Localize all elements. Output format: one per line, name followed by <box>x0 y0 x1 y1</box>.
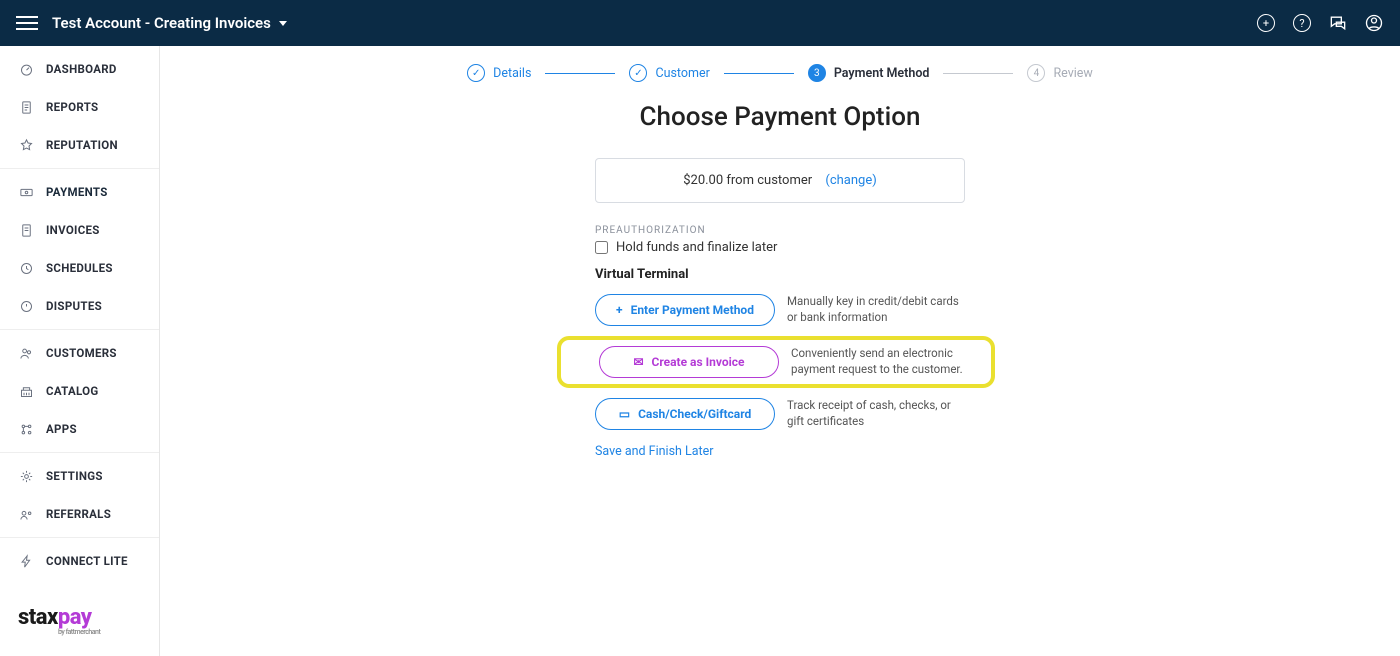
sidebar-item-referrals[interactable]: REFERRALS <box>0 495 159 533</box>
sidebar-item-label: REFERRALS <box>46 507 111 521</box>
sidebar-item-label: DASHBOARD <box>46 62 117 76</box>
cash-check-giftcard-button[interactable]: ▭ Cash/Check/Giftcard <box>595 398 775 430</box>
invoice-icon <box>18 222 34 238</box>
users-icon <box>18 345 34 361</box>
sidebar-item-label: SETTINGS <box>46 469 103 483</box>
catalog-icon <box>18 383 34 399</box>
save-finish-later-link[interactable]: Save and Finish Later <box>595 444 714 459</box>
sidebar-item-label: APPS <box>46 422 77 436</box>
chevron-down-icon[interactable] <box>279 21 287 26</box>
preauth-section-label: PREAUTHORIZATION <box>595 225 965 236</box>
sidebar-item-label: PAYMENTS <box>46 185 108 199</box>
sidebar-item-customers[interactable]: CUSTOMERS <box>0 334 159 372</box>
chat-icon[interactable] <box>1328 13 1348 33</box>
option-desc: Manually key in credit/debit cards or ba… <box>787 294 965 325</box>
step-number: 3 <box>808 64 826 82</box>
step-number: 4 <box>1027 64 1045 82</box>
add-icon[interactable]: + <box>1256 13 1276 33</box>
sidebar-item-dashboard[interactable]: DASHBOARD <box>0 50 159 88</box>
step-details[interactable]: ✓ Details <box>467 64 531 82</box>
sidebar-item-reputation[interactable]: REPUTATION <box>0 126 159 164</box>
sidebar-item-label: REPUTATION <box>46 138 118 152</box>
sidebar-item-catalog[interactable]: CATALOG <box>0 372 159 410</box>
preauth-checkbox-row[interactable]: Hold funds and finalize later <box>595 240 965 255</box>
lightning-icon <box>18 553 34 569</box>
highlighted-option: ✉ Create as Invoice Conveniently send an… <box>557 336 995 388</box>
step-payment-method[interactable]: 3 Payment Method <box>808 64 930 82</box>
option-desc: Conveniently send an electronic payment … <box>791 346 983 377</box>
profile-icon[interactable] <box>1364 13 1384 33</box>
change-amount-link[interactable]: (change) <box>825 173 876 188</box>
option-desc: Track receipt of cash, checks, or gift c… <box>787 398 965 429</box>
sidebar-item-label: CONNECT LITE <box>46 554 128 568</box>
topbar: Test Account - Creating Invoices + ? <box>0 0 1400 46</box>
option-create-invoice: ✉ Create as Invoice Conveniently send an… <box>599 346 983 378</box>
sidebar-item-payments[interactable]: PAYMENTS <box>0 173 159 211</box>
gauge-icon <box>18 61 34 77</box>
brand-logo: staxpay by fattmerchant <box>0 591 159 656</box>
sidebar-item-label: DISPUTES <box>46 299 102 313</box>
main-content: ✓ Details ✓ Customer 3 Payment Method 4 … <box>160 46 1400 656</box>
progress-stepper: ✓ Details ✓ Customer 3 Payment Method 4 … <box>200 64 1360 82</box>
enter-payment-method-button[interactable]: + Enter Payment Method <box>595 294 775 326</box>
option-cash-check-giftcard: ▭ Cash/Check/Giftcard Track receipt of c… <box>595 398 965 430</box>
sidebar-item-disputes[interactable]: DISPUTES <box>0 287 159 325</box>
sidebar-item-schedules[interactable]: SCHEDULES <box>0 249 159 287</box>
step-customer[interactable]: ✓ Customer <box>629 64 709 82</box>
gear-icon <box>18 468 34 484</box>
referrals-icon <box>18 506 34 522</box>
create-as-invoice-button[interactable]: ✉ Create as Invoice <box>599 346 779 378</box>
sidebar-item-reports[interactable]: REPORTS <box>0 88 159 126</box>
topbar-actions: + ? <box>1256 13 1384 33</box>
help-icon[interactable]: ? <box>1292 13 1312 33</box>
clock-icon <box>18 260 34 276</box>
cash-icon: ▭ <box>619 407 630 421</box>
sidebar-item-settings[interactable]: SETTINGS <box>0 457 159 495</box>
preauth-checkbox[interactable] <box>595 241 608 254</box>
step-review[interactable]: 4 Review <box>1027 64 1092 82</box>
sidebar-item-invoices[interactable]: INVOICES <box>0 211 159 249</box>
account-title[interactable]: Test Account - Creating Invoices <box>52 14 271 32</box>
sidebar-item-label: CUSTOMERS <box>46 346 117 360</box>
cash-icon <box>18 184 34 200</box>
document-icon <box>18 99 34 115</box>
check-icon: ✓ <box>629 64 647 82</box>
alert-icon <box>18 298 34 314</box>
send-icon: ✉ <box>633 355 643 369</box>
amount-summary: $20.00 from customer (change) <box>595 158 965 203</box>
amount-text: $20.00 from customer <box>683 173 812 188</box>
sidebar-item-label: INVOICES <box>46 223 100 237</box>
option-enter-payment-method: + Enter Payment Method Manually key in c… <box>595 294 965 326</box>
sidebar: DASHBOARD REPORTS REPUTATION PAYMENTS IN… <box>0 46 160 656</box>
preauth-label: Hold funds and finalize later <box>616 240 777 255</box>
hamburger-menu-icon[interactable] <box>16 12 38 34</box>
check-icon: ✓ <box>467 64 485 82</box>
star-icon <box>18 137 34 153</box>
plus-icon: + <box>616 303 623 317</box>
sidebar-item-label: CATALOG <box>46 384 99 398</box>
page-title: Choose Payment Option <box>200 102 1360 132</box>
sidebar-item-label: REPORTS <box>46 100 98 114</box>
sidebar-item-label: SCHEDULES <box>46 261 113 275</box>
sidebar-item-connect-lite[interactable]: CONNECT LITE <box>0 542 159 580</box>
apps-icon <box>18 421 34 437</box>
sidebar-item-apps[interactable]: APPS <box>0 410 159 448</box>
virtual-terminal-title: Virtual Terminal <box>595 267 965 282</box>
